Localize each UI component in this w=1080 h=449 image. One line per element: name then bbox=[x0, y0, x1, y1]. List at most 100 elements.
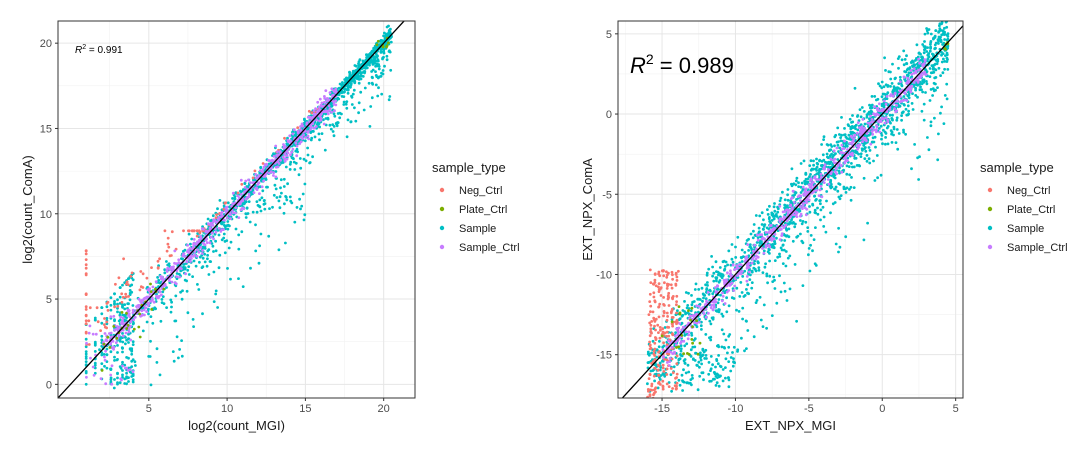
data-point bbox=[335, 124, 339, 128]
data-point bbox=[938, 22, 942, 26]
data-point bbox=[267, 159, 270, 162]
data-point bbox=[389, 68, 393, 72]
data-point bbox=[822, 135, 826, 139]
data-point bbox=[116, 372, 119, 376]
data-point bbox=[848, 188, 851, 191]
data-point bbox=[821, 163, 824, 167]
data-point bbox=[721, 379, 725, 383]
data-point bbox=[852, 165, 856, 169]
data-point bbox=[192, 325, 196, 328]
data-point bbox=[109, 378, 113, 381]
data-point bbox=[175, 335, 179, 339]
data-point bbox=[650, 362, 653, 365]
data-point bbox=[779, 228, 783, 231]
data-point bbox=[835, 172, 838, 176]
data-point bbox=[367, 81, 371, 85]
data-point bbox=[701, 348, 705, 352]
legend-label: Sample_Ctrl bbox=[459, 242, 520, 254]
data-point bbox=[127, 295, 130, 298]
data-point bbox=[942, 30, 945, 33]
data-point bbox=[858, 133, 862, 137]
data-point bbox=[172, 265, 175, 269]
data-point bbox=[295, 154, 299, 158]
data-point bbox=[788, 254, 792, 258]
data-point bbox=[662, 274, 666, 278]
data-point bbox=[819, 202, 822, 206]
data-point bbox=[109, 303, 113, 307]
data-point bbox=[718, 266, 722, 269]
data-point bbox=[779, 290, 783, 294]
data-point bbox=[670, 357, 674, 361]
data-point bbox=[878, 102, 881, 106]
data-point bbox=[653, 387, 657, 390]
data-point bbox=[208, 241, 212, 245]
data-point bbox=[150, 266, 153, 269]
data-point bbox=[862, 110, 866, 113]
data-point bbox=[165, 268, 169, 272]
data-point bbox=[662, 296, 665, 299]
data-point bbox=[258, 192, 261, 196]
data-point bbox=[131, 358, 135, 362]
data-point bbox=[903, 103, 906, 107]
data-point bbox=[362, 108, 366, 112]
data-point bbox=[698, 317, 701, 321]
data-point bbox=[261, 168, 265, 171]
data-point bbox=[186, 268, 190, 272]
data-point bbox=[670, 310, 673, 314]
data-point bbox=[113, 359, 116, 362]
data-point bbox=[116, 376, 119, 380]
data-point bbox=[289, 153, 292, 157]
data-point bbox=[720, 312, 724, 316]
data-point bbox=[701, 292, 705, 296]
data-point bbox=[838, 245, 842, 249]
data-point bbox=[687, 408, 690, 411]
data-point bbox=[801, 204, 805, 208]
data-point bbox=[371, 61, 374, 65]
data-point bbox=[931, 94, 934, 97]
data-point bbox=[765, 274, 769, 278]
data-point bbox=[693, 399, 696, 402]
data-point bbox=[140, 301, 144, 305]
data-point bbox=[84, 293, 88, 296]
data-point bbox=[657, 285, 660, 289]
data-point bbox=[867, 110, 871, 114]
data-point bbox=[167, 262, 171, 266]
data-point bbox=[142, 308, 146, 312]
data-point bbox=[318, 119, 321, 123]
data-point bbox=[217, 227, 221, 230]
data-point bbox=[667, 352, 671, 356]
data-point bbox=[715, 310, 719, 313]
data-point bbox=[105, 316, 109, 320]
data-point bbox=[884, 132, 888, 135]
data-point bbox=[342, 103, 346, 106]
data-point bbox=[867, 146, 871, 149]
data-point bbox=[880, 137, 883, 141]
data-point bbox=[247, 192, 251, 196]
data-point bbox=[190, 237, 194, 241]
data-point bbox=[752, 229, 755, 233]
data-point bbox=[204, 229, 208, 233]
data-point bbox=[282, 146, 286, 150]
data-point bbox=[942, 57, 945, 61]
data-point bbox=[940, 15, 943, 18]
data-point bbox=[125, 338, 128, 342]
data-point bbox=[100, 353, 104, 357]
data-point bbox=[341, 81, 344, 84]
data-point bbox=[311, 129, 315, 133]
data-point bbox=[124, 342, 127, 346]
data-point bbox=[160, 298, 164, 301]
data-point bbox=[655, 355, 659, 359]
data-point bbox=[651, 369, 655, 372]
data-point bbox=[943, 26, 946, 30]
data-point bbox=[859, 152, 863, 156]
data-point bbox=[757, 266, 761, 269]
data-point bbox=[937, 42, 940, 45]
data-point bbox=[333, 90, 336, 93]
data-point bbox=[229, 277, 232, 281]
data-point bbox=[302, 157, 306, 161]
data-point bbox=[211, 244, 215, 248]
data-point bbox=[893, 77, 897, 81]
data-point bbox=[199, 246, 203, 249]
data-point bbox=[861, 140, 864, 144]
data-point bbox=[726, 263, 729, 267]
